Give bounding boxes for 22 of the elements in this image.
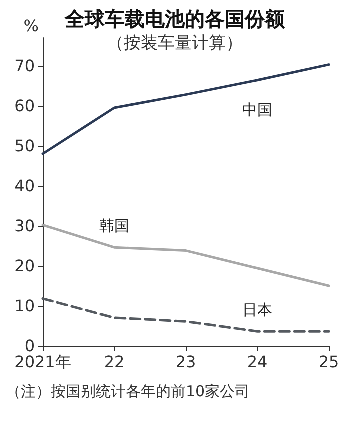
series-label: 中国 (242, 100, 272, 119)
chart-title: 全球车载电池的各国份额 (64, 7, 286, 31)
x-tick-label: 24 (247, 352, 268, 372)
series-label: 韩国 (100, 217, 130, 236)
x-tick-label: 22 (104, 352, 125, 372)
x-tick-label: 2021年 (14, 352, 72, 372)
y-tick-label: 60 (14, 96, 35, 116)
y-tick-label: 30 (14, 216, 35, 236)
y-tick-label: 10 (14, 296, 35, 316)
text: （注）按国别统计各年的前10家公司 (6, 382, 250, 400)
y-tick-label: 70 (14, 56, 35, 76)
y-tick-label: 20 (14, 256, 35, 276)
y-tick-label: 50 (14, 136, 35, 156)
line-series (42, 298, 330, 333)
y-axis-title: % (24, 16, 39, 36)
x-tick-label: 25 (318, 352, 340, 372)
y-tick-label: 0 (24, 336, 35, 356)
chart-subtitle: （按装车量计算） (107, 34, 243, 54)
y-tick-label: 40 (14, 176, 35, 196)
x-tick-label: 23 (176, 352, 196, 372)
series-label: 日本 (242, 301, 272, 320)
line-series (42, 64, 330, 156)
